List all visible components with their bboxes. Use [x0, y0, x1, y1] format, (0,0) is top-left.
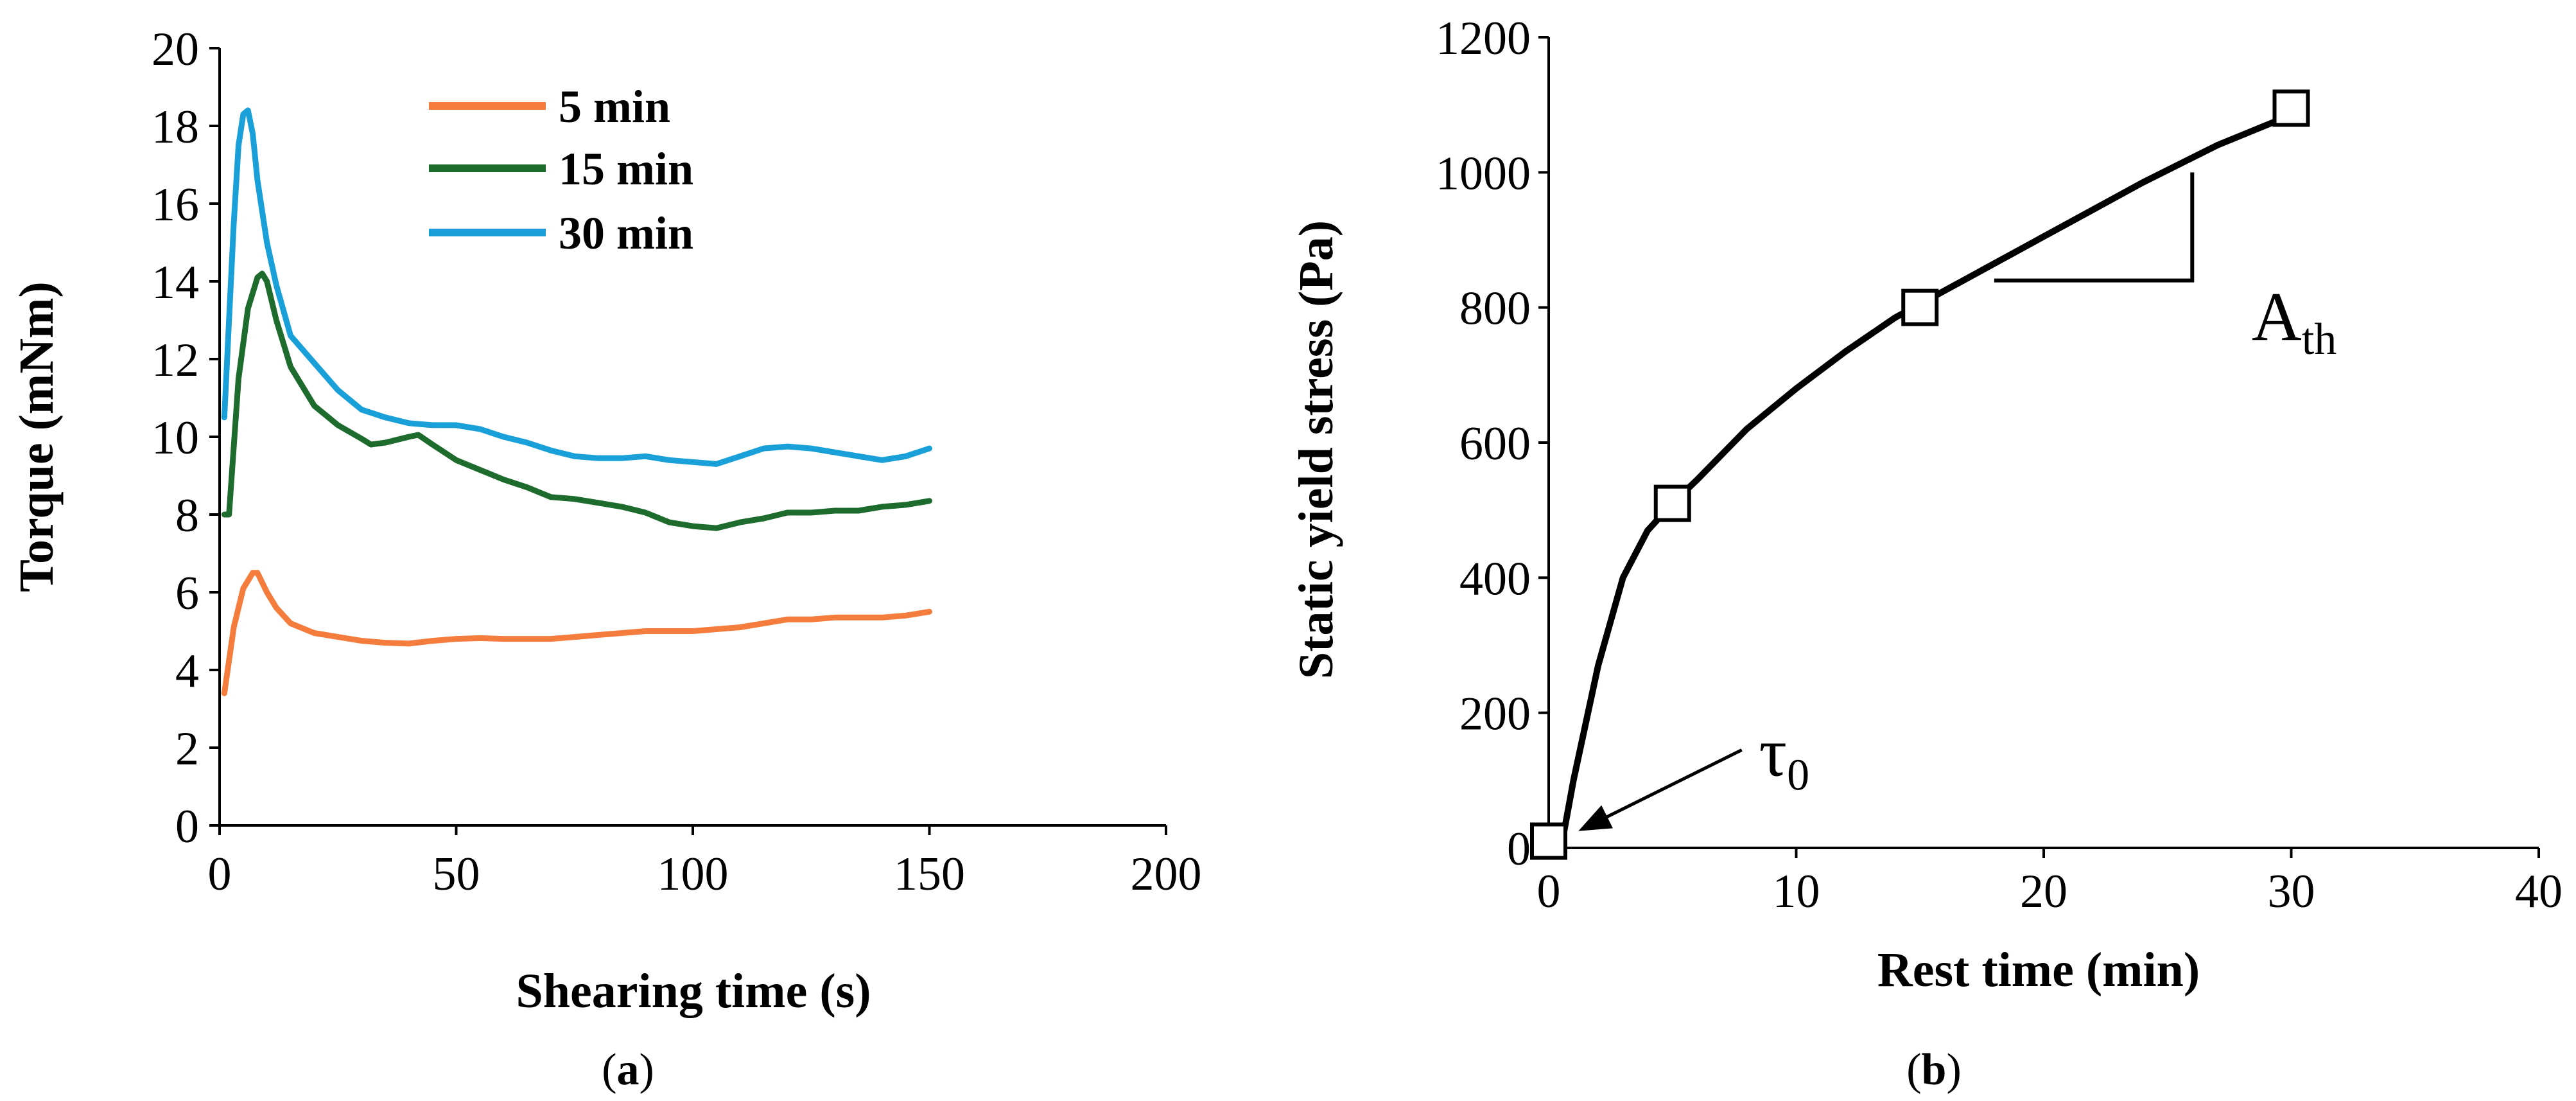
chart-b-y-tick-label: 1000 [1436, 147, 1531, 200]
chart-a-x-tick-label: 50 [433, 848, 480, 901]
chart-a-y-ticks: 0 2 4 6 8 10 12 14 16 18 20 [152, 23, 220, 853]
tau0-subscript: 0 [1787, 751, 1809, 800]
chart-b-y-tick-label: 800 [1459, 283, 1531, 335]
data-point-marker [1530, 822, 1567, 860]
chart-a-y-tick-label: 4 [175, 645, 199, 698]
chart-a-legend: 5 min 15 min 30 min [429, 81, 693, 259]
chart-a-y-tick-label: 2 [175, 723, 199, 775]
chart-a-y-tick-label: 10 [152, 412, 199, 464]
data-point-marker [1901, 288, 1939, 326]
legend-label-30min: 30 min [559, 207, 693, 259]
legend-label-5min: 5 min [559, 81, 670, 132]
chart-b-x-tick-label: 30 [2268, 865, 2315, 918]
tau0-arrow-line [1606, 748, 1743, 818]
chart-a-x-ticks: 0 50 100 150 200 [208, 825, 1202, 901]
chart-a-y-tick-label: 18 [152, 101, 199, 154]
chart-a: 0 50 100 150 200 0 2 4 6 8 10 12 14 16 18 20 5 min 15 … [10, 23, 1202, 1095]
chart-a-x-tick-label: 150 [894, 848, 965, 901]
chart-b-x-tick-label: 20 [2020, 865, 2067, 918]
chart-b-x-tick-label: 10 [1773, 865, 1820, 918]
chart-b-y-ticks: 0 200 400 600 800 1000 1200 [1436, 12, 1549, 876]
chart-b-caption-letter: b [1922, 1045, 1947, 1095]
chart-b-y-tick-label: 600 [1459, 418, 1531, 470]
chart-a-y-tick-label: 0 [175, 800, 199, 853]
tau0-annotation: τ0 [1578, 715, 1809, 831]
tau0-arrow-head [1578, 805, 1613, 831]
chart-a-y-tick-label: 20 [152, 23, 199, 76]
chart-a-y-tick-label: 8 [175, 489, 199, 542]
chart-b-y-tick-label: 200 [1459, 688, 1531, 741]
series-line-5min [221, 570, 932, 696]
chart-b-plot-area [1547, 37, 2539, 849]
legend-label-15min: 15 min [559, 143, 693, 195]
legend-item-5min: 5 min [429, 81, 670, 132]
chart-a-caption-letter: a [617, 1045, 640, 1095]
chart-b-y-tick-label: 0 [1507, 823, 1531, 876]
chart-a-y-tick-label: 12 [152, 334, 199, 387]
chart-b-fit-curve [1558, 111, 2295, 851]
tau0-label: τ0 [1759, 715, 1809, 800]
chart-a-y-tick-label: 14 [152, 256, 199, 309]
slope-triangle [1994, 172, 2195, 283]
legend-item-15min: 15 min [429, 143, 693, 195]
slope-triangle-lines [1994, 172, 2195, 283]
data-point-marker [2272, 89, 2310, 127]
series-line-15min [221, 270, 932, 531]
chart-b-y-axis-title: Static yield stress (Pa) [1289, 220, 1343, 679]
chart-a-series [221, 107, 932, 696]
chart-b-points [1530, 89, 2310, 860]
chart-a-caption: (a) [602, 1045, 654, 1095]
chart-a-x-axis-title: Shearing time (s) [516, 964, 871, 1018]
chart-b-caption: (b) [1906, 1045, 1962, 1095]
chart-b-x-ticks: 0 10 20 30 40 [1537, 848, 2563, 918]
chart-a-x-tick-label: 200 [1131, 848, 1202, 901]
chart-a-x-tick-label: 0 [208, 848, 232, 901]
chart-b-x-tick-label: 0 [1537, 865, 1561, 918]
chart-a-x-tick-label: 100 [657, 848, 729, 901]
chart-a-y-axis-title: Torque (mNm) [10, 281, 64, 592]
ath-subscript: th [2302, 315, 2337, 364]
legend-item-30min: 30 min [429, 207, 693, 259]
chart-b-x-axis-title: Rest time (min) [1877, 943, 2200, 997]
chart-a-y-tick-label: 16 [152, 179, 199, 231]
chart-b-y-tick-label: 400 [1459, 552, 1531, 605]
series-line-30min [221, 107, 932, 467]
tau0-symbol: τ [1759, 715, 1787, 791]
chart-b-x-tick-label: 40 [2515, 865, 2563, 918]
chart-a-y-tick-label: 6 [175, 567, 199, 620]
chart-b-y-tick-label: 1200 [1436, 12, 1531, 65]
ath-label: Ath [2252, 279, 2337, 364]
ath-main: A [2252, 279, 2302, 355]
data-point-marker [1653, 484, 1691, 522]
